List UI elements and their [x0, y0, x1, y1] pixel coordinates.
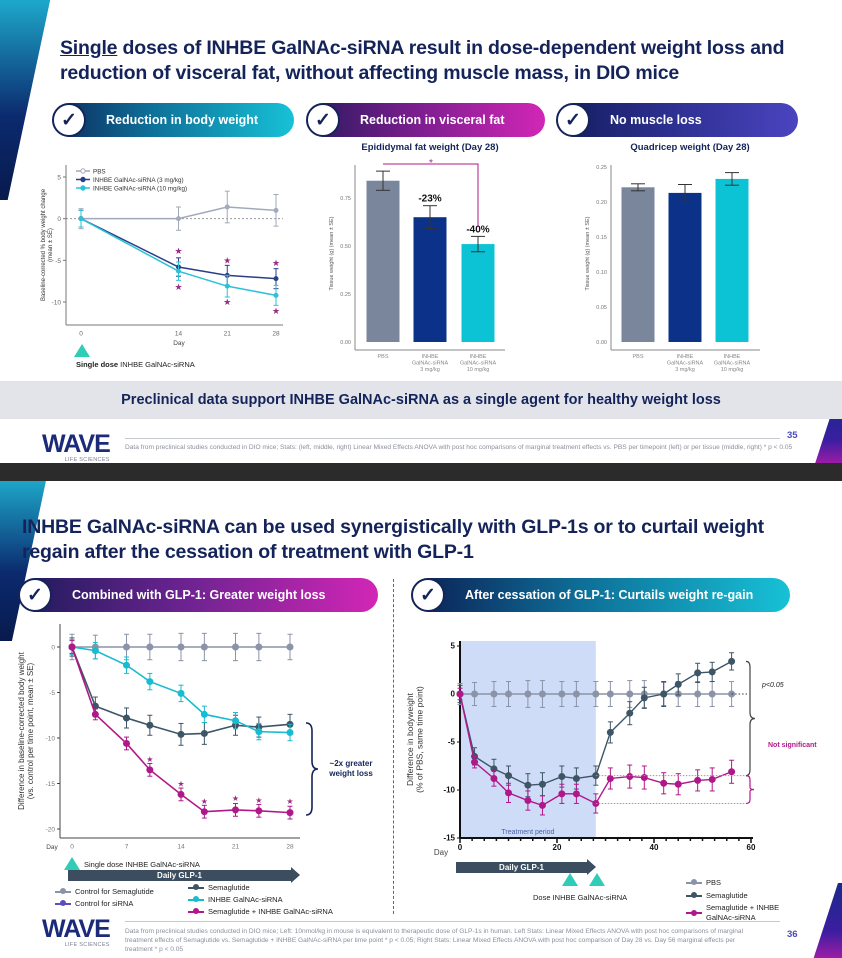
footer-divider: [125, 921, 780, 922]
legend-marker: [188, 896, 204, 902]
legend-label: Semaglutide: [208, 883, 250, 892]
logo-name: WAVE: [42, 915, 111, 943]
decorative-slash: [812, 883, 842, 958]
legend-item: Semaglutide + INHBE GalNAc-siRNA: [188, 907, 333, 916]
legend-marker: [55, 888, 71, 894]
legend-marker: [188, 884, 204, 890]
dose-triangle-icon: [562, 873, 578, 886]
check-icon: ✓: [411, 578, 445, 612]
pill-label: Reduction in visceral fat: [360, 113, 505, 127]
pill-cessation-glp1: ✓ After cessation of GLP-1: Curtails weig…: [411, 578, 790, 612]
pill-label: No muscle loss: [610, 113, 702, 127]
panel-divider: [393, 579, 394, 914]
check-icon: ✓: [306, 103, 340, 137]
logo-sub: LIFE SCIENCES: [64, 457, 110, 463]
pill-label: After cessation of GLP-1: Curtails weigh…: [465, 588, 754, 602]
title-underlined: Single: [60, 37, 118, 59]
logo-name: WAVE: [42, 430, 111, 458]
legend-item: Semaglutide + INHBE GalNAc-siRNA: [686, 903, 801, 923]
footnote: Data from preclinical studies conducted …: [125, 444, 793, 451]
legend-label: Control for Semaglutide: [75, 887, 154, 896]
check-icon: ✓: [52, 103, 86, 137]
dose-triangle-icon: [64, 857, 80, 870]
p-value-label: p<0.05: [762, 682, 784, 689]
legend-marker: [686, 879, 702, 885]
slide-title: INHBE GalNAc-siRNA can be used synergist…: [22, 516, 764, 563]
daily-glp1-arrow: Daily GLP-1: [68, 867, 300, 883]
slide-35: Single doses of INHBE GalNAc-siRNA resul…: [0, 0, 842, 463]
legend-item: Control for siRNA: [55, 899, 133, 908]
logo-sub: LIFE SCIENCES: [64, 942, 110, 948]
legend-item: Semaglutide: [188, 883, 250, 892]
dose-label-rest: INHBE GalNAc-siRNA: [118, 360, 195, 369]
legend-marker: [686, 909, 702, 916]
legend-label: Semaglutide + INHBE GalNAc-siRNA: [208, 907, 333, 916]
legend-item: INHBE GalNAc-siRNA: [188, 895, 283, 904]
wave-logo: WAVE LIFE SCIENCES: [42, 915, 111, 949]
legend-label: Control for siRNA: [75, 899, 134, 908]
dose-triangle-icon: [589, 873, 605, 886]
daily-glp1-arrow: Daily GLP-1: [456, 859, 596, 875]
title-rest: doses of INHBE GalNAc-siRNA result in do…: [60, 37, 785, 84]
legend-marker: [188, 908, 204, 914]
dose-label: Dose INHBE GalNAc-siRNA: [533, 893, 628, 902]
legend-label: INHBE GalNAc-siRNA: [208, 895, 283, 904]
footnote: Data from preclinical studies conducted …: [125, 928, 744, 953]
pill-label: Combined with GLP-1: Greater weight loss: [72, 588, 326, 602]
footer-divider: [125, 438, 780, 439]
single-dose-label: Single dose INHBE GalNAc-siRNA: [84, 860, 200, 869]
legend-marker: [55, 900, 71, 906]
dose-label-bold: Single dose: [76, 360, 119, 369]
legend-item: PBS: [686, 878, 721, 887]
quad-chart-title: Quadricep weight (Day 28): [630, 142, 750, 153]
pill-combined-glp1: ✓ Combined with GLP-1: Greater weight los…: [18, 578, 378, 612]
pill-body-weight: ✓ Reduction in body weight: [52, 103, 294, 137]
pill-label: Reduction in body weight: [106, 113, 259, 127]
pill-visceral-fat: ✓ Reduction in visceral fat: [306, 103, 545, 137]
legend-item: Semaglutide: [686, 891, 748, 900]
page-number: 35: [787, 430, 798, 441]
dose-triangle-icon: [74, 344, 90, 357]
check-icon: ✓: [18, 578, 52, 612]
legend-marker: [686, 892, 702, 898]
brace-label: ~2x greater weight loss: [329, 759, 373, 778]
legend-label: Semaglutide: [706, 891, 748, 900]
not-significant-label: Not significant: [768, 742, 817, 749]
slide-title: Single doses of INHBE GalNAc-siRNA resul…: [60, 36, 800, 86]
conclusion-banner: Preclinical data support INHBE GalNAc-si…: [0, 381, 842, 419]
legend-label: Semaglutide + INHBE GalNAc-siRNA: [706, 903, 780, 922]
decorative-slash: [0, 0, 53, 200]
wave-logo: WAVE LIFE SCIENCES: [42, 430, 111, 464]
pill-muscle: ✓ No muscle loss: [556, 103, 798, 137]
fat-chart-title: Epididymal fat weight (Day 28): [361, 142, 499, 153]
legend-label: PBS: [706, 878, 722, 887]
single-dose-label: Single dose INHBE GalNAc-siRNA: [76, 360, 195, 369]
slide-36: INHBE GalNAc-siRNA can be used synergist…: [0, 481, 842, 958]
page-number: 36: [787, 929, 798, 940]
check-icon: ✓: [556, 103, 590, 137]
legend-item: Control for Semaglutide: [55, 887, 154, 896]
